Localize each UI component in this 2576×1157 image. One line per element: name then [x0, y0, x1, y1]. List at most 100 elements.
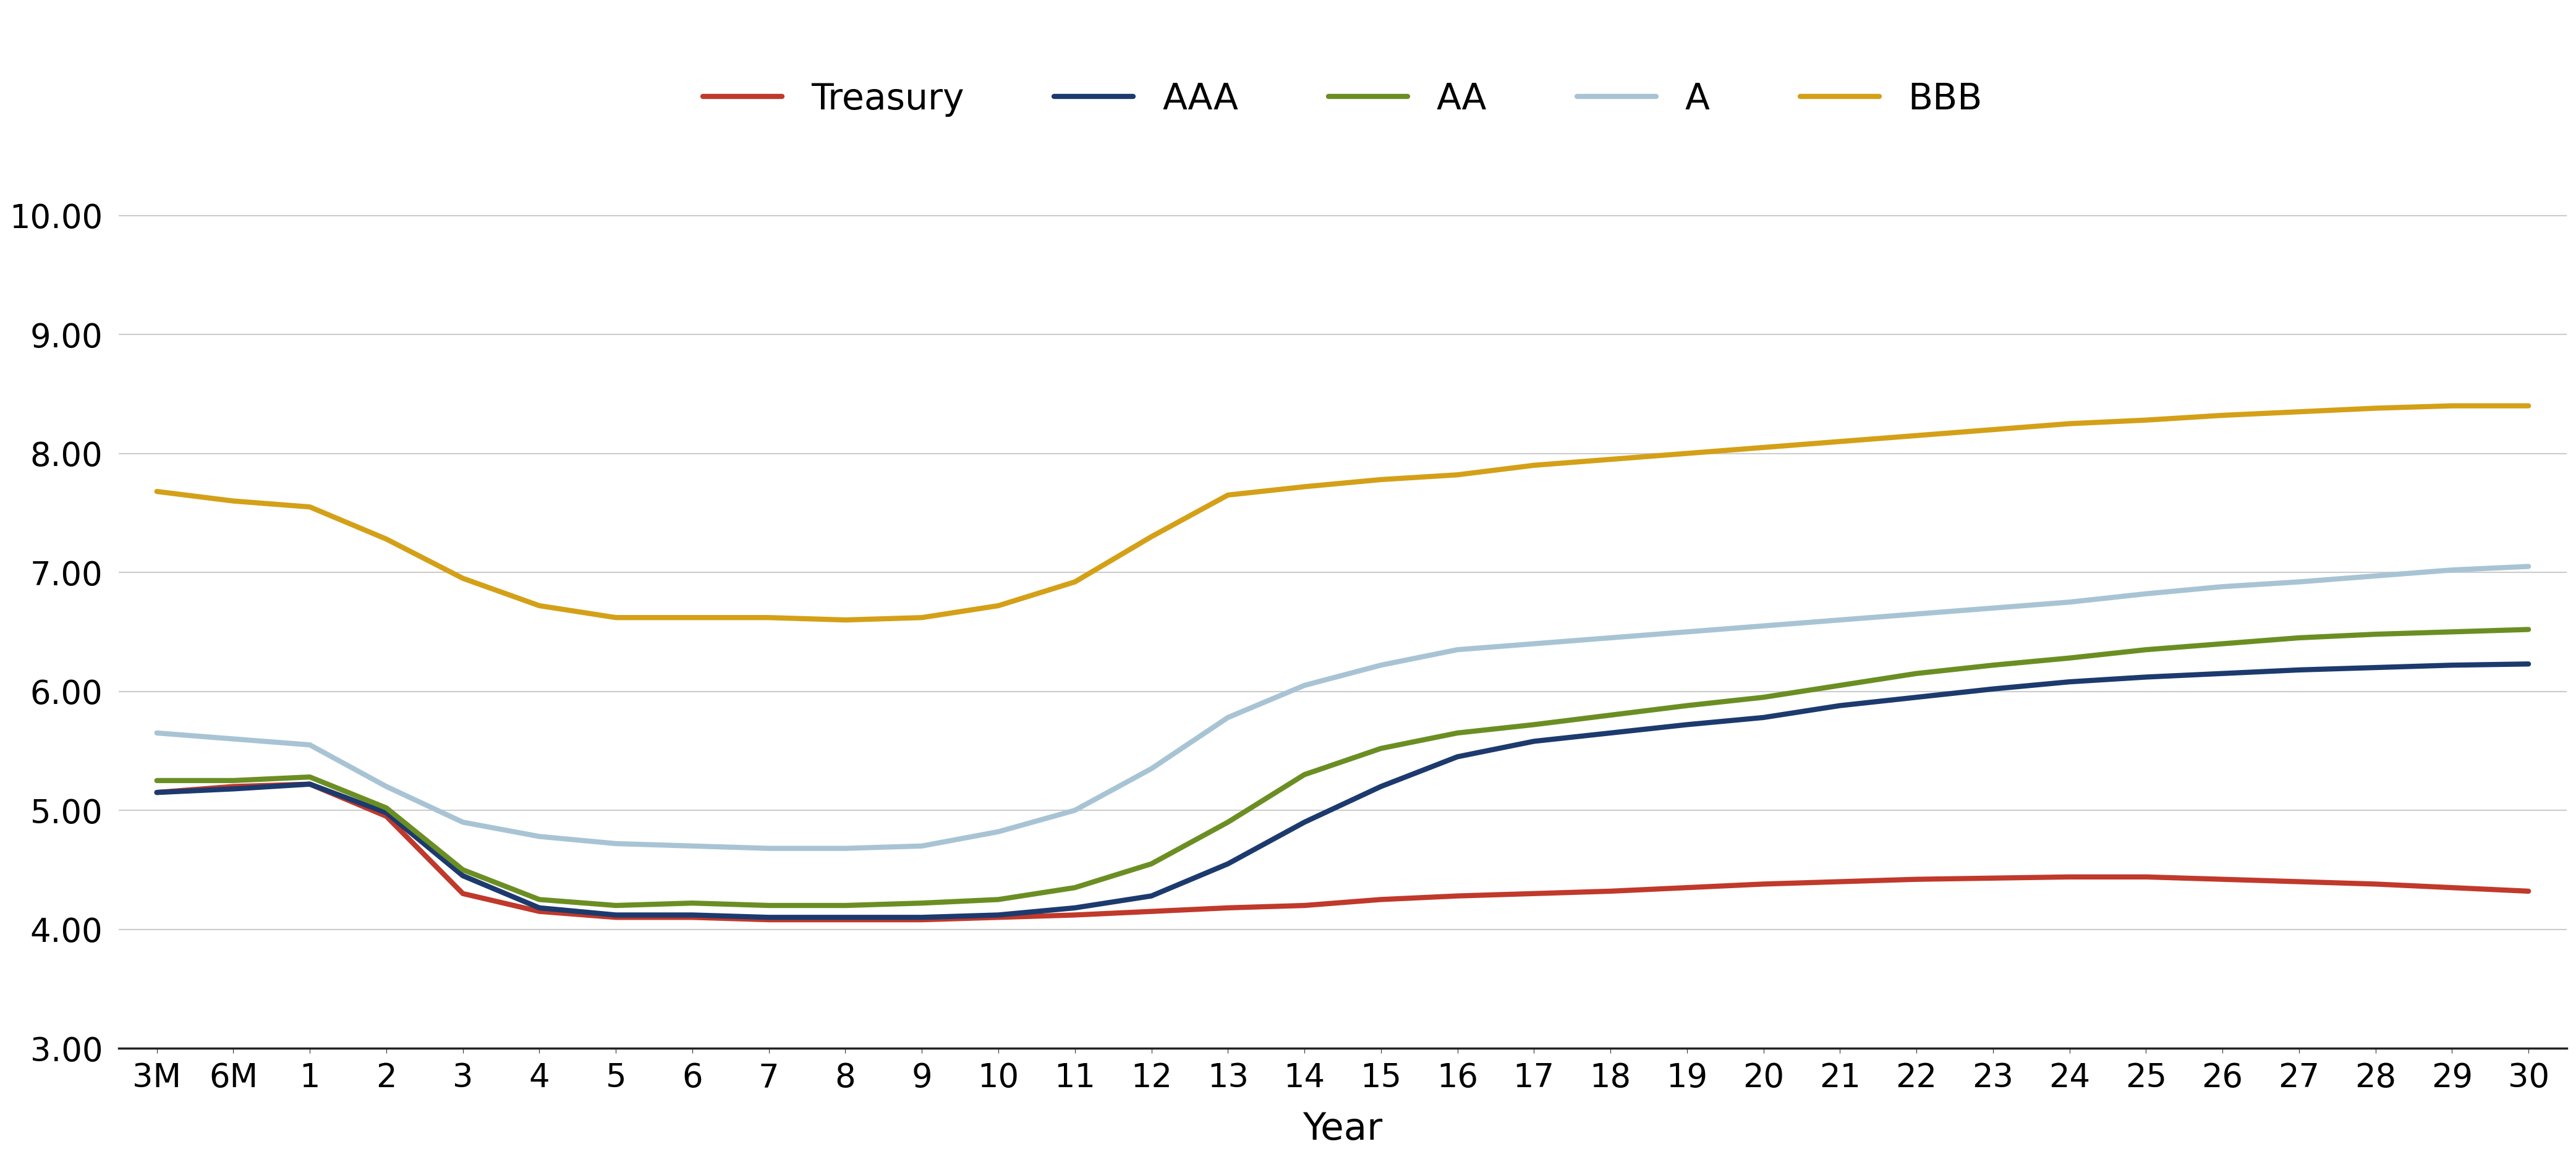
AA	[1136, 857, 1167, 871]
Line: Treasury: Treasury	[157, 784, 2530, 920]
A	[2514, 560, 2545, 574]
A	[1443, 643, 1473, 657]
Treasury	[523, 905, 554, 919]
BBB	[907, 611, 938, 625]
Treasury	[752, 913, 783, 927]
AAA	[2208, 666, 2239, 680]
AA	[1749, 691, 1780, 705]
BBB	[1901, 428, 1932, 442]
A	[2208, 580, 2239, 594]
AAA	[907, 911, 938, 924]
AAA	[600, 908, 631, 922]
Line: AA: AA	[157, 629, 2530, 906]
BBB	[1136, 530, 1167, 544]
Treasury	[448, 886, 479, 900]
AAA	[142, 786, 173, 799]
AA	[2208, 636, 2239, 650]
A	[752, 841, 783, 855]
AAA	[2437, 658, 2468, 672]
BBB	[984, 598, 1015, 612]
Treasury	[294, 778, 325, 791]
A	[677, 839, 708, 853]
Line: BBB: BBB	[157, 406, 2530, 620]
AAA	[1672, 717, 1703, 731]
AAA	[219, 782, 250, 796]
AA	[1595, 708, 1625, 722]
Treasury	[1213, 901, 1244, 915]
AAA	[1901, 691, 1932, 705]
Line: AAA: AAA	[157, 664, 2530, 918]
AA	[2360, 627, 2391, 641]
BBB	[1365, 473, 1396, 487]
AA	[829, 899, 860, 913]
A	[1824, 613, 1855, 627]
A	[1517, 636, 1548, 650]
Treasury	[1365, 892, 1396, 906]
A	[600, 837, 631, 850]
A	[1136, 761, 1167, 775]
AAA	[294, 778, 325, 791]
AA	[1059, 880, 1090, 894]
Treasury	[2282, 875, 2313, 889]
Treasury	[1749, 877, 1780, 891]
Treasury	[677, 911, 708, 924]
AA	[1288, 767, 1319, 781]
AA	[2053, 651, 2084, 665]
BBB	[600, 611, 631, 625]
Treasury	[371, 809, 402, 823]
AAA	[2053, 675, 2084, 688]
AAA	[448, 869, 479, 883]
BBB	[1213, 488, 1244, 502]
A	[1288, 678, 1319, 692]
AA	[1978, 658, 2009, 672]
Treasury	[1672, 880, 1703, 894]
BBB	[1059, 575, 1090, 589]
BBB	[1978, 422, 2009, 436]
Treasury	[829, 913, 860, 927]
A	[1595, 631, 1625, 644]
AA	[1824, 678, 1855, 692]
BBB	[371, 532, 402, 546]
AA	[752, 899, 783, 913]
Treasury	[1443, 889, 1473, 902]
AAA	[1517, 735, 1548, 749]
AAA	[1749, 710, 1780, 724]
BBB	[1824, 435, 1855, 449]
A	[2053, 595, 2084, 609]
Treasury	[1059, 908, 1090, 922]
BBB	[448, 572, 479, 585]
AA	[984, 892, 1015, 906]
AA	[2282, 631, 2313, 644]
A	[448, 816, 479, 830]
X-axis label: Year: Year	[1303, 1111, 1383, 1148]
AA	[2514, 622, 2545, 636]
AAA	[1213, 857, 1244, 871]
BBB	[1443, 467, 1473, 481]
AAA	[2282, 663, 2313, 677]
BBB	[1672, 447, 1703, 460]
A	[2360, 569, 2391, 583]
A	[1365, 658, 1396, 672]
AA	[1901, 666, 1932, 680]
Legend: Treasury, AAA, AA, A, BBB: Treasury, AAA, AA, A, BBB	[688, 67, 1996, 131]
A	[984, 825, 1015, 839]
BBB	[1749, 441, 1780, 455]
AA	[1213, 816, 1244, 830]
BBB	[523, 598, 554, 612]
AAA	[523, 901, 554, 915]
Treasury	[1595, 884, 1625, 898]
A	[1672, 625, 1703, 639]
A	[142, 727, 173, 740]
BBB	[2360, 401, 2391, 415]
AAA	[371, 805, 402, 819]
A	[2282, 575, 2313, 589]
AAA	[1288, 816, 1319, 830]
BBB	[294, 500, 325, 514]
A	[829, 841, 860, 855]
A	[1978, 602, 2009, 616]
Treasury	[2130, 870, 2161, 884]
AAA	[752, 911, 783, 924]
A	[294, 738, 325, 752]
A	[523, 830, 554, 843]
AA	[1517, 717, 1548, 731]
